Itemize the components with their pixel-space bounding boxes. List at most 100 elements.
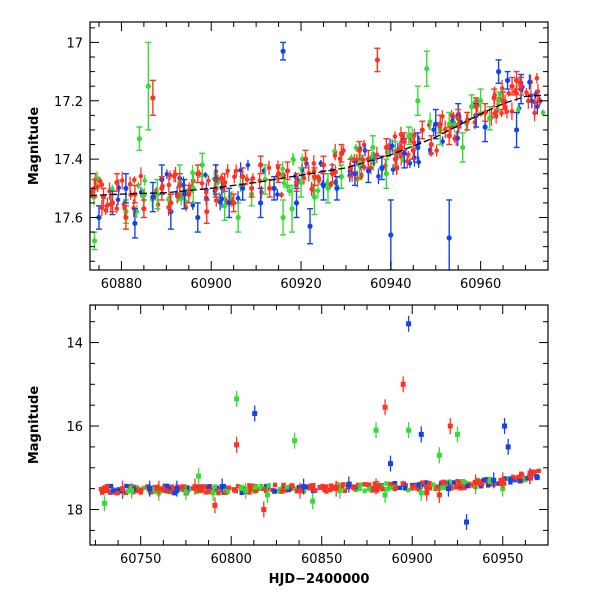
- data-point: [195, 214, 201, 221]
- data-point: [500, 477, 506, 483]
- data-point: [510, 474, 516, 480]
- data-point: [212, 484, 218, 489]
- data-point: [257, 486, 262, 491]
- data-point: [464, 519, 470, 525]
- data-point: [527, 79, 532, 85]
- data-point: [138, 490, 143, 495]
- data-point: [406, 133, 412, 139]
- data-point: [252, 485, 258, 490]
- data-point: [482, 109, 488, 116]
- x-tick-label: 60880: [101, 277, 142, 292]
- y-tick-label: 18: [66, 504, 83, 519]
- data-point: [514, 90, 519, 96]
- data-point: [298, 179, 304, 186]
- data-point: [431, 482, 436, 487]
- data-point: [243, 488, 249, 494]
- data-point: [446, 235, 452, 241]
- data-point: [462, 485, 467, 491]
- data-point: [206, 484, 211, 489]
- data-point: [513, 127, 520, 133]
- data-point: [123, 185, 129, 191]
- data-point: [387, 481, 393, 487]
- data-point: [99, 182, 105, 188]
- data-point: [160, 488, 166, 493]
- data-point: [309, 186, 314, 192]
- data-point: [311, 161, 317, 166]
- data-point: [400, 481, 406, 486]
- data-point: [392, 486, 398, 492]
- data-point: [359, 172, 364, 178]
- data-point: [325, 185, 331, 191]
- data-point: [320, 182, 327, 188]
- data-point: [451, 480, 457, 485]
- data-point: [487, 115, 493, 121]
- data-point: [522, 476, 527, 481]
- data-point: [358, 482, 363, 487]
- data-point: [320, 483, 325, 489]
- data-point: [166, 182, 172, 188]
- data-point: [132, 177, 137, 183]
- data-point: [200, 484, 205, 489]
- data-point: [186, 191, 192, 197]
- data-point: [284, 168, 291, 174]
- data-point: [317, 484, 323, 490]
- data-point: [504, 109, 510, 114]
- data-point: [356, 147, 363, 153]
- data-point: [293, 179, 300, 186]
- data-point: [168, 489, 173, 494]
- data-point: [281, 482, 286, 488]
- data-point: [352, 171, 358, 177]
- data-point: [473, 104, 479, 110]
- x-tick-label: 60800: [211, 552, 252, 567]
- data-point: [452, 121, 457, 127]
- data-point: [301, 175, 307, 181]
- data-point: [226, 200, 232, 206]
- data-point: [141, 206, 147, 212]
- data-point: [279, 489, 284, 494]
- data-point: [245, 162, 251, 168]
- data-point: [509, 109, 515, 114]
- data-point: [328, 182, 334, 188]
- data-point: [365, 482, 370, 487]
- data-point: [334, 185, 340, 191]
- data-point: [389, 143, 395, 149]
- data-point: [258, 200, 264, 206]
- data-point: [460, 482, 465, 487]
- data-point: [535, 89, 541, 94]
- data-point: [431, 127, 436, 133]
- data-point: [236, 484, 241, 489]
- data-point: [217, 199, 223, 205]
- y-tick-label: 14: [66, 337, 83, 352]
- data-point: [120, 486, 126, 492]
- data-point: [409, 484, 415, 490]
- data-point: [400, 381, 406, 387]
- data-point: [496, 98, 502, 104]
- data-point: [501, 481, 507, 486]
- data-point: [414, 486, 420, 491]
- data-point: [100, 194, 107, 200]
- x-tick-label: 60750: [120, 552, 161, 567]
- data-point: [427, 485, 433, 491]
- data-point: [500, 486, 506, 492]
- data-point: [210, 490, 216, 496]
- data-point: [371, 487, 377, 493]
- data-point: [100, 490, 105, 495]
- data-point: [183, 489, 189, 495]
- data-point: [392, 134, 398, 139]
- data-point: [338, 150, 345, 156]
- data-point: [534, 474, 539, 479]
- data-point: [238, 484, 244, 490]
- data-point: [218, 487, 223, 492]
- data-point: [315, 188, 321, 194]
- data-point: [479, 481, 485, 487]
- data-point: [171, 173, 177, 179]
- data-point: [464, 118, 470, 124]
- data-point: [404, 159, 410, 164]
- data-point: [166, 205, 171, 210]
- data-point: [416, 483, 421, 488]
- data-point: [199, 181, 205, 186]
- x-tick-label: 60900: [191, 277, 232, 292]
- data-point: [190, 203, 196, 208]
- data-point: [167, 172, 173, 178]
- data-point: [150, 95, 156, 101]
